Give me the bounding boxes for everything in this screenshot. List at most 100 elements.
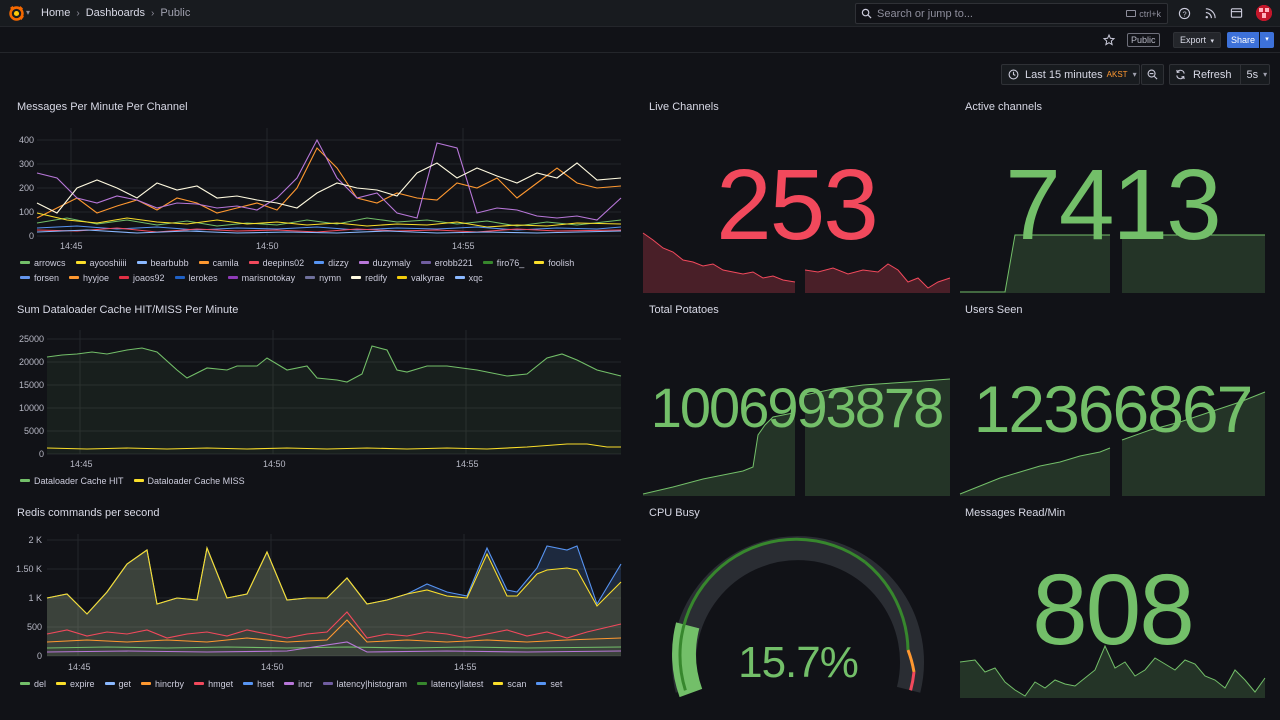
timezone-label: AKST <box>1106 70 1128 79</box>
legend-swatch <box>104 682 115 685</box>
legend-dataloader-cache: Dataloader Cache HIT Dataloader Cache MIS… <box>20 473 610 488</box>
chevron-down-icon[interactable]: ▾ <box>26 8 31 17</box>
legend-swatch <box>534 261 545 264</box>
legend-item[interactable]: forsen <box>20 270 59 285</box>
grafana-logo-icon[interactable] <box>8 5 25 22</box>
panel-title-redis-commands[interactable]: Redis commands per second <box>17 507 160 519</box>
legend-item[interactable]: get <box>104 676 131 691</box>
x-tick: 14:55 <box>452 241 475 251</box>
y-tick: 1 K <box>28 593 42 603</box>
export-button[interactable]: Export ▾ <box>1173 32 1222 48</box>
refresh-interval[interactable]: 5s <box>1246 68 1259 81</box>
rss-news-icon[interactable] <box>1204 7 1217 20</box>
legend-item[interactable]: scan <box>493 676 526 691</box>
legend-item[interactable]: bearbubb <box>136 255 189 270</box>
breadcrumb-home[interactable]: Home <box>41 7 71 19</box>
legend-swatch <box>416 682 427 685</box>
panel-title-messages-read[interactable]: Messages Read/Min <box>965 507 1066 519</box>
y-tick: 5000 <box>23 426 44 436</box>
panel-title-live-channels[interactable]: Live Channels <box>649 101 719 113</box>
legend-item[interactable]: valkyrae <box>397 270 445 285</box>
y-tick: 0 <box>38 449 44 459</box>
legend-item[interactable]: hset <box>243 676 274 691</box>
legend-item[interactable]: hincrby <box>141 676 184 691</box>
star-icon[interactable] <box>1102 33 1116 46</box>
legend-messages-per-minute: arrowcs ayooshiiii bearbubb camila deepins02… <box>20 255 610 285</box>
legend-item[interactable]: latency|histogram <box>322 676 407 691</box>
help-icon[interactable]: ? <box>1178 7 1191 20</box>
legend-item[interactable]: latency|latest <box>416 676 483 691</box>
legend-item[interactable]: xqc <box>454 270 483 285</box>
y-tick: 500 <box>26 622 42 632</box>
messages-read-sparkline <box>959 644 1266 698</box>
legend-item[interactable]: expire <box>56 676 95 691</box>
public-badge: Public <box>1127 33 1160 47</box>
legend-item[interactable]: incr <box>284 676 313 691</box>
legend-label: firo76_ <box>496 257 525 268</box>
legend-item[interactable]: hmget <box>194 676 233 691</box>
legend-label: latency|histogram <box>336 678 407 689</box>
legend-item[interactable]: firo76_ <box>482 255 525 270</box>
svg-text:?: ? <box>1182 9 1186 18</box>
y-tick: 10000 <box>18 403 44 413</box>
search-input[interactable]: Search or jump to... ctrl+k <box>855 3 1168 24</box>
legend-item[interactable]: joaos92 <box>119 270 165 285</box>
refresh-button[interactable]: Refresh 5s ▾ <box>1169 64 1270 85</box>
messages-per-minute-chart[interactable] <box>36 128 622 238</box>
keyboard-shortcut: ctrl+k <box>1126 9 1161 19</box>
legend-item[interactable]: set <box>536 676 562 691</box>
legend-item[interactable]: redify <box>351 270 387 285</box>
breadcrumb-dashboards[interactable]: Dashboards <box>85 7 146 19</box>
legend-item[interactable]: dizzy <box>314 255 349 270</box>
share-dropdown-button[interactable]: ▾ <box>1260 32 1274 48</box>
live-channels-value: 253 <box>716 149 879 261</box>
refresh-label: Refresh <box>1193 68 1232 81</box>
time-range-picker[interactable]: Last 15 minutes AKST ▾ <box>1001 64 1140 85</box>
legend-item[interactable]: ayooshiiii <box>75 255 127 270</box>
avatar[interactable] <box>1256 5 1272 21</box>
legend-item[interactable]: deepins02 <box>248 255 304 270</box>
x-tick: 14:50 <box>256 241 279 251</box>
chevron-down-icon: ▾ <box>1265 36 1269 43</box>
panel-title-messages-per-minute[interactable]: Messages Per Minute Per Channel <box>17 101 188 113</box>
legend-item[interactable]: duzymaly <box>358 255 411 270</box>
panel-title-total-potatoes[interactable]: Total Potatoes <box>649 304 719 316</box>
legend-label: bearbubb <box>150 257 189 268</box>
zoom-out-button[interactable] <box>1141 64 1164 85</box>
legend-label: camila <box>212 257 239 268</box>
share-button[interactable]: Share <box>1227 32 1259 48</box>
legend-label: hincrby <box>155 678 185 689</box>
legend-swatch <box>248 261 259 264</box>
chevron-down-icon: ▾ <box>1132 70 1137 79</box>
legend-label: Dataloader Cache HIT <box>34 475 124 486</box>
panel-title-active-channels[interactable]: Active channels <box>965 101 1043 113</box>
legend-swatch <box>56 682 67 685</box>
panel-title-users-seen[interactable]: Users Seen <box>965 304 1023 316</box>
breadcrumb: Home › Dashboards › Public <box>41 7 190 19</box>
panel-title-cpu-busy[interactable]: CPU Busy <box>649 507 700 519</box>
legend-item[interactable]: hyyjoe <box>69 270 109 285</box>
redis-commands-chart[interactable] <box>46 534 622 660</box>
cpu-busy-gauge <box>672 536 924 698</box>
panel-title-dataloader-cache[interactable]: Sum Dataloader Cache HIT/MISS Per Minute <box>17 304 239 316</box>
search-icon <box>861 8 872 19</box>
legend-swatch <box>314 261 325 264</box>
x-tick: 14:45 <box>60 241 83 251</box>
legend-item[interactable]: lerokes <box>174 270 218 285</box>
legend-item[interactable]: nymn <box>305 270 341 285</box>
legend-item[interactable]: foolish <box>534 255 574 270</box>
legend-item[interactable]: del <box>20 676 46 691</box>
gauge-value-arc <box>672 622 703 698</box>
legend-item[interactable]: camila <box>198 255 239 270</box>
legend-swatch <box>305 276 316 279</box>
legend-swatch <box>20 261 30 264</box>
cpu-busy-value: 15.7% <box>738 638 859 687</box>
legend-swatch <box>536 682 547 685</box>
dock-menu-icon[interactable] <box>1230 7 1243 20</box>
legend-item[interactable]: Dataloader Cache HIT <box>20 473 124 488</box>
dataloader-cache-chart[interactable] <box>46 330 622 457</box>
legend-item[interactable]: arrowcs <box>20 255 66 270</box>
legend-item[interactable]: Dataloader Cache MISS <box>133 473 245 488</box>
legend-item[interactable]: erobb221 <box>420 255 473 270</box>
legend-item[interactable]: marisnotokay <box>227 270 295 285</box>
